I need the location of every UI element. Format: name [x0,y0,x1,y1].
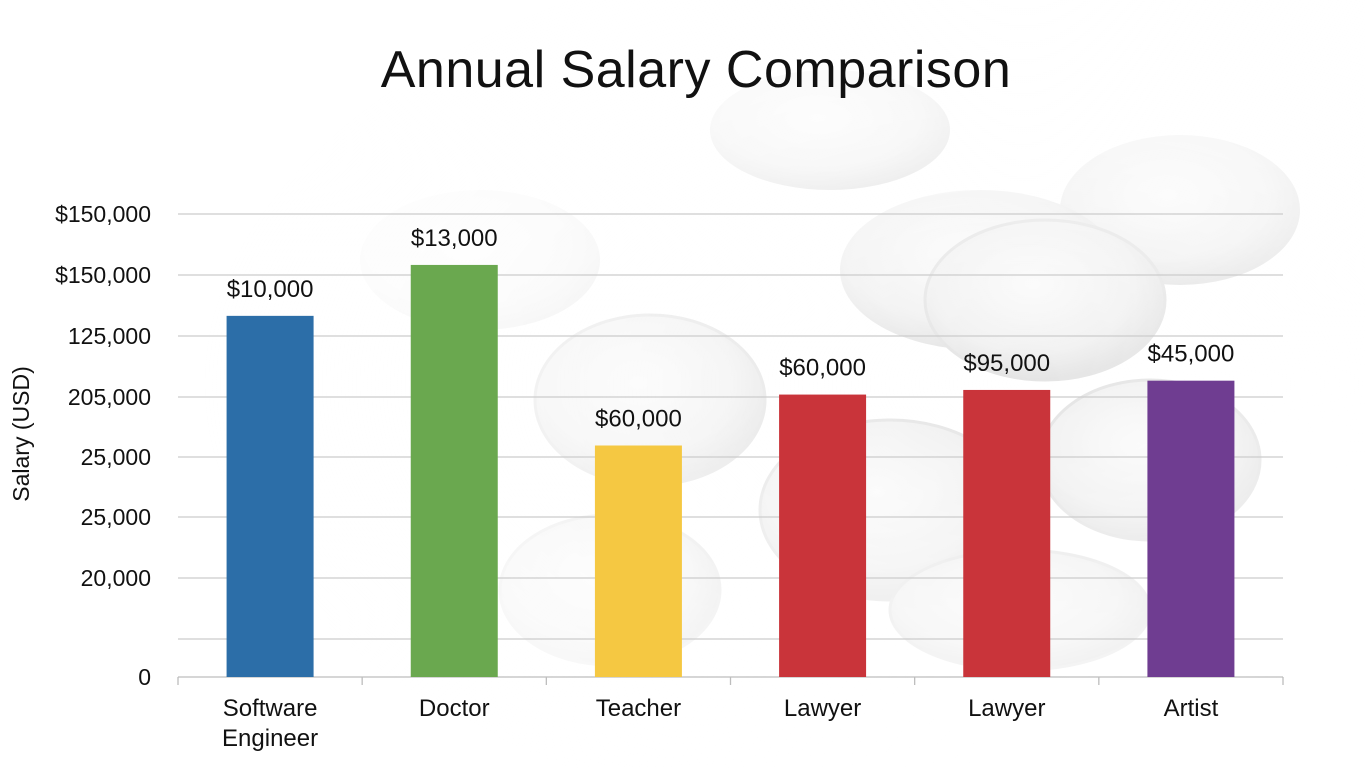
x-axis-categories: Software Engineer Doctor Teacher Lawyer Lawye… [222,695,1219,752]
category-label: Software [223,695,318,722]
data-label: $10,000 [227,276,314,303]
category-label: Artist [1164,695,1219,722]
grid-lines [177,213,1284,685]
data-label: $60,000 [595,406,682,433]
bar [226,315,314,677]
bars [226,264,1235,677]
y-tick-label: 20,000 [81,565,151,591]
category-label: Lawyer [784,695,861,722]
data-labels: $10,000 $13,000 $60,000 $60,000 $95,000 $45,0… [227,225,1235,433]
bar [410,264,498,677]
y-tick-label: 0 [138,664,151,690]
y-tick-label: $150,000 [55,201,151,227]
data-label: $45,000 [1148,341,1235,368]
y-tick-label: 125,000 [68,323,151,349]
data-label: $95,000 [963,350,1050,377]
bar [779,394,867,677]
data-label: $13,000 [411,225,498,252]
data-label: $60,000 [779,355,866,382]
category-label: Engineer [222,725,318,752]
y-tick-label: 25,000 [81,444,151,470]
category-label: Lawyer [968,695,1045,722]
y-axis-label: Salary (USD) [8,366,34,501]
bar [1147,380,1235,677]
category-label: Teacher [596,695,681,722]
y-tick-label: 205,000 [68,384,151,410]
y-axis-ticks: $150,000 $150,000 125,000 205,000 25,000 25,0… [55,201,151,690]
y-tick-label: $150,000 [55,262,151,288]
y-tick-label: 25,000 [81,504,151,530]
bar [594,445,682,677]
chart-title: Annual Salary Comparison [380,41,1012,99]
category-label: Doctor [419,695,490,722]
bar [963,389,1051,677]
